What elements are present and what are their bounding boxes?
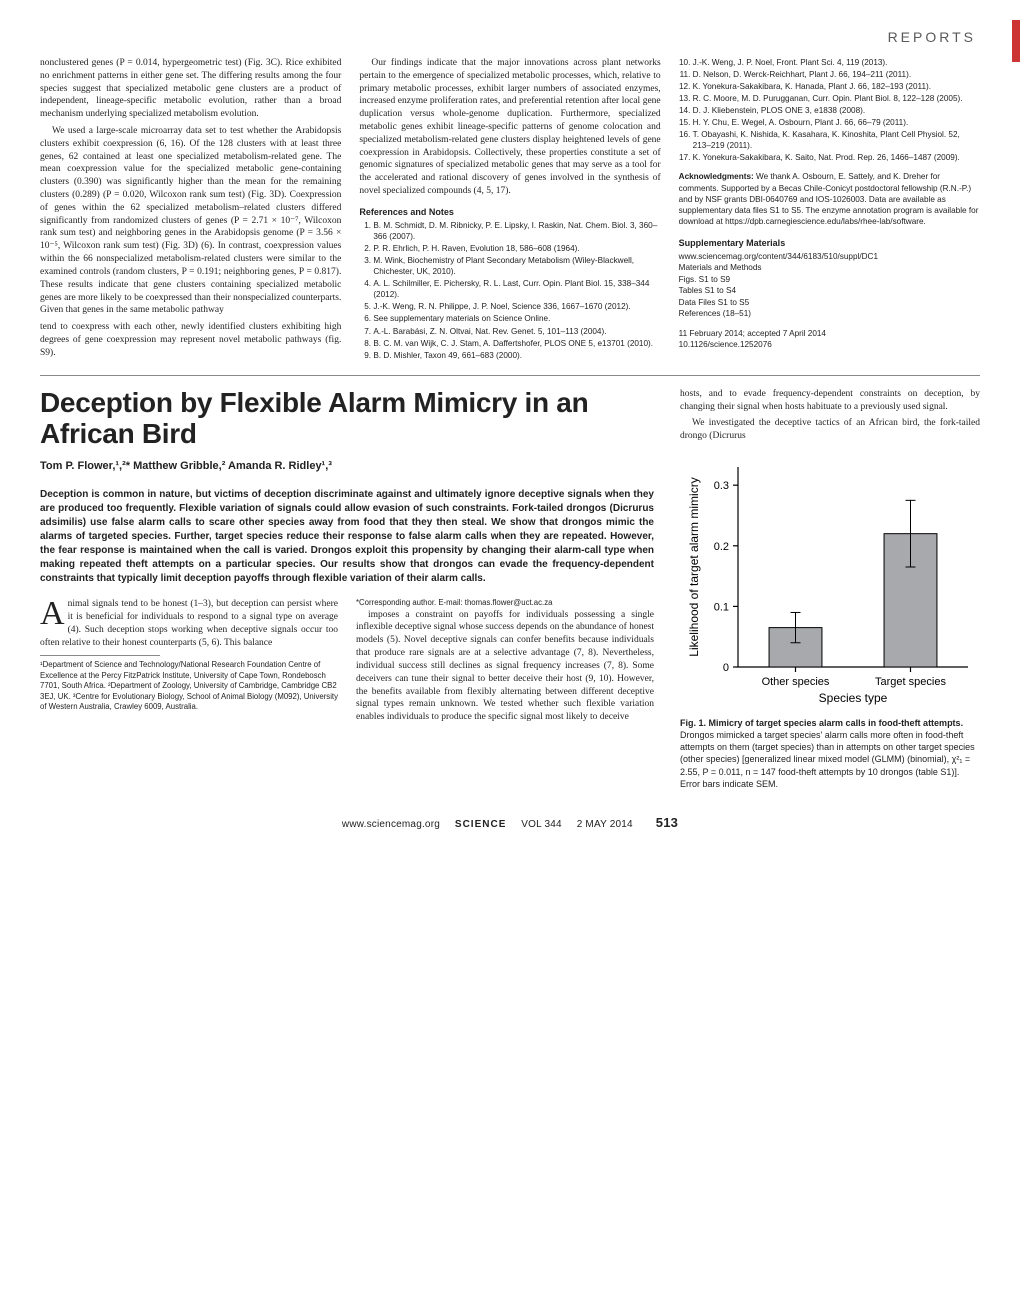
supplementary-line: Data Files S1 to S5 <box>679 297 980 308</box>
figure-1-chart: 0 0.1 0.2 0.3 Other species Target species Spe… <box>680 455 980 711</box>
article2: hosts, and to evade frequency-dependent … <box>40 388 980 790</box>
article2-body-columns: Animal signals tend to be honest (1–3), … <box>40 598 654 724</box>
article2-title: Deception by Flexible Alarm Mimicry in a… <box>40 388 654 450</box>
footer-page: 513 <box>656 815 678 830</box>
a1-p4: Our findings indicate that the major inn… <box>359 57 660 198</box>
affiliations: ¹Department of Science and Technology/Na… <box>40 660 338 713</box>
reference-item: D. J. Kliebenstein, PLOS ONE 3, e1838 (2… <box>693 105 980 116</box>
article1-body: nonclustered genes (P = 0.014, hypergeom… <box>40 57 980 361</box>
reference-item: B. M. Schmidt, D. M. Ribnicky, P. E. Lip… <box>373 220 660 242</box>
article2-right-column: hosts, and to evade frequency-dependent … <box>680 388 980 790</box>
a2-body-p1-text: nimal signals tend to be honest (1–3), b… <box>40 599 338 647</box>
supplementary-line: Tables S1 to S4 <box>679 285 980 296</box>
figure-1-caption: Fig. 1. Mimicry of target species alarm … <box>680 717 980 790</box>
references-heading: References and Notes <box>359 206 660 218</box>
acknowledgments: Acknowledgments: We thank A. Osbourn, E.… <box>679 171 980 226</box>
figure-1: 0 0.1 0.2 0.3 Other species Target species Spe… <box>680 455 980 790</box>
svg-text:Target species: Target species <box>875 676 946 688</box>
reference-item: B. D. Mishler, Taxon 49, 661–683 (2000). <box>373 350 660 361</box>
svg-text:0: 0 <box>723 662 729 674</box>
figure-1-caption-bold: Fig. 1. Mimicry of target species alarm … <box>680 718 963 728</box>
svg-text:Species type: Species type <box>819 691 888 705</box>
reference-item: B. C. M. van Wijk, C. J. Stam, A. Daffer… <box>373 338 660 349</box>
footer-date: 2 MAY 2014 <box>577 819 633 830</box>
svg-text:0.1: 0.1 <box>714 601 729 613</box>
a2-body-p2: imposes a constraint on payoffs for indi… <box>356 609 654 724</box>
a1-p3: tend to coexpress with each other, newly… <box>40 321 341 359</box>
reference-item: A.-L. Barabási, Z. N. Oltvai, Nat. Rev. … <box>373 326 660 337</box>
reference-item: M. Wink, Biochemistry of Plant Secondary… <box>373 255 660 277</box>
reference-item: K. Yonekura-Sakakibara, K. Saito, Nat. P… <box>693 152 980 163</box>
supplementary-line: Materials and Methods <box>679 262 980 273</box>
corresponding-author: *Corresponding author. E-mail: thomas.fl… <box>356 598 654 609</box>
svg-text:0.2: 0.2 <box>714 541 729 553</box>
page-footer: www.sciencemag.org SCIENCE VOL 344 2 MAY… <box>40 814 980 832</box>
footer-journal: SCIENCE <box>455 819 506 830</box>
footer-vol: VOL 344 <box>521 819 562 830</box>
reference-item: R. C. Moore, M. D. Purugganan, Curr. Opi… <box>693 93 980 104</box>
a1-p1: nonclustered genes (P = 0.014, hypergeom… <box>40 57 341 121</box>
footer-site: www.sciencemag.org <box>342 819 440 830</box>
figure-1-caption-rest: Drongos mimicked a target species' alarm… <box>680 730 975 789</box>
reference-item: See supplementary materials on Science O… <box>373 313 660 324</box>
article-divider <box>40 375 980 376</box>
reference-item: J.-K. Weng, J. P. Noel, Front. Plant Sci… <box>693 57 980 68</box>
a1-p2: We used a large-scale microarray data se… <box>40 125 341 317</box>
svg-text:0.3: 0.3 <box>714 480 729 492</box>
accepted-line: 11 February 2014; accepted 7 April 2014 … <box>679 328 980 351</box>
reference-item: P. R. Ehrlich, P. H. Raven, Evolution 18… <box>373 243 660 254</box>
header-accent-tab <box>1012 20 1020 62</box>
section-header: REPORTS <box>40 28 980 47</box>
reference-item: A. L. Schilmiller, E. Pichersky, R. L. L… <box>373 278 660 300</box>
reference-item: H. Y. Chu, E. Wegel, A. Osbourn, Plant J… <box>693 117 980 128</box>
reference-item: T. Obayashi, K. Nishida, K. Kasahara, K.… <box>693 129 980 151</box>
article2-authors: Tom P. Flower,¹,²* Matthew Gribble,² Ama… <box>40 459 654 474</box>
reference-item: J.-K. Weng, R. N. Philippe, J. P. Noel, … <box>373 301 660 312</box>
supplementary-line: www.sciencemag.org/content/344/6183/510/… <box>679 251 980 262</box>
supplementary-line: References (18–51) <box>679 308 980 319</box>
supplementary-line: Figs. S1 to S9 <box>679 274 980 285</box>
affiliation-rule <box>40 655 160 656</box>
a2-body-p1: Animal signals tend to be honest (1–3), … <box>40 598 338 649</box>
a2-right-p1: hosts, and to evade frequency-dependent … <box>680 388 980 414</box>
doi: 10.1126/science.1252076 <box>679 340 772 349</box>
article2-abstract: Deception is common in nature, but victi… <box>40 488 654 586</box>
a2-right-p2: We investigated the deceptive tactics of… <box>680 417 980 443</box>
reference-item: K. Yonekura-Sakakibara, K. Hanada, Plant… <box>693 81 980 92</box>
accepted-date: 11 February 2014; accepted 7 April 2014 <box>679 329 826 338</box>
svg-text:Other species: Other species <box>762 676 830 688</box>
supplementary-lines: www.sciencemag.org/content/344/6183/510/… <box>679 251 980 320</box>
article2-left-block: Deception by Flexible Alarm Mimicry in a… <box>40 388 654 724</box>
supplementary-heading: Supplementary Materials <box>679 237 980 249</box>
dropcap: A <box>40 598 68 628</box>
svg-text:Likelihood of target alarm mim: Likelihood of target alarm mimicry <box>687 477 701 656</box>
reference-item: D. Nelson, D. Werck-Reichhart, Plant J. … <box>693 69 980 80</box>
